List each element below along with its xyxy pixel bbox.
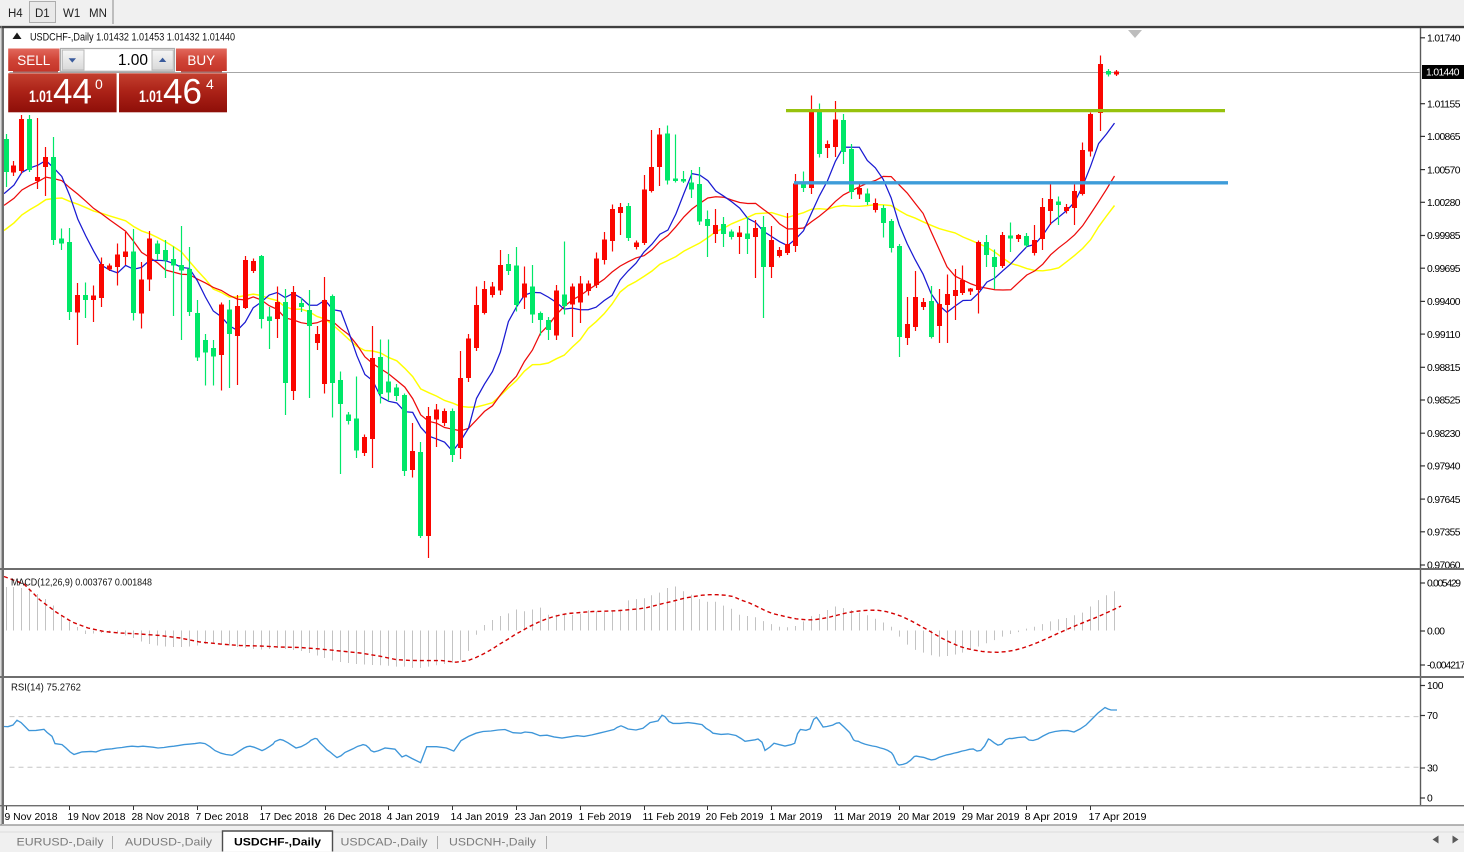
svg-text:AUDUSD-,Daily: AUDUSD-,Daily [125, 837, 213, 849]
svg-text:1.01440: 1.01440 [1426, 68, 1460, 79]
svg-text:20 Feb 2019: 20 Feb 2019 [706, 812, 764, 823]
svg-text:1.00865: 1.00865 [1427, 132, 1461, 143]
svg-text:20 Mar 2019: 20 Mar 2019 [898, 812, 956, 823]
svg-text:H4: H4 [8, 8, 23, 20]
svg-text:W1: W1 [63, 8, 80, 20]
svg-text:19 Nov 2018: 19 Nov 2018 [68, 812, 126, 823]
svg-text:EURUSD-,Daily: EURUSD-,Daily [17, 837, 105, 849]
svg-text:46: 46 [163, 73, 202, 112]
svg-text:SELL: SELL [17, 53, 51, 68]
svg-text:44: 44 [53, 73, 92, 112]
svg-text:1.00: 1.00 [118, 52, 149, 69]
svg-text:0.99400: 0.99400 [1427, 297, 1461, 308]
svg-text:0.97940: 0.97940 [1427, 462, 1461, 473]
svg-text:4: 4 [206, 76, 214, 92]
svg-text:28 Nov 2018: 28 Nov 2018 [132, 812, 190, 823]
svg-text:17 Dec 2018: 17 Dec 2018 [260, 812, 318, 823]
svg-text:11 Mar 2019: 11 Mar 2019 [834, 812, 892, 823]
svg-text:1.00570: 1.00570 [1427, 165, 1461, 176]
svg-text:0.97355: 0.97355 [1427, 528, 1461, 539]
svg-text:0.005429: 0.005429 [1427, 579, 1461, 590]
svg-text:14 Jan 2019: 14 Jan 2019 [451, 812, 509, 823]
svg-text:0.98815: 0.98815 [1427, 363, 1461, 374]
svg-text:0: 0 [1427, 794, 1433, 805]
svg-text:100: 100 [1427, 681, 1444, 692]
svg-text:0.99695: 0.99695 [1427, 264, 1461, 275]
svg-text:8 Apr 2019: 8 Apr 2019 [1025, 812, 1078, 823]
svg-text:MACD(12,26,9) 0.003767 0.00184: MACD(12,26,9) 0.003767 0.001848 [11, 578, 152, 589]
svg-text:23 Jan 2019: 23 Jan 2019 [515, 812, 573, 823]
svg-text:70: 70 [1427, 711, 1438, 722]
svg-text:0.00: 0.00 [1427, 627, 1445, 638]
svg-text:D1: D1 [35, 8, 50, 20]
svg-text:-0.004217: -0.004217 [1427, 661, 1464, 672]
svg-text:0.97060: 0.97060 [1427, 561, 1461, 572]
svg-text:BUY: BUY [187, 53, 215, 68]
svg-text:4 Jan 2019: 4 Jan 2019 [387, 812, 440, 823]
svg-text:30: 30 [1427, 764, 1438, 775]
svg-text:1.00280: 1.00280 [1427, 198, 1461, 209]
svg-text:0.99985: 0.99985 [1427, 231, 1461, 242]
svg-text:USDCHF-,Daily 1.01432 1.01453: USDCHF-,Daily 1.01432 1.01453 1.01432 1.… [30, 32, 235, 44]
svg-text:1.01: 1.01 [139, 88, 163, 106]
svg-text:MN: MN [89, 8, 107, 20]
svg-text:RSI(14) 75.2762: RSI(14) 75.2762 [11, 683, 81, 694]
svg-text:1.01155: 1.01155 [1427, 99, 1461, 110]
svg-text:17 Apr 2019: 17 Apr 2019 [1089, 812, 1147, 823]
svg-text:1.01: 1.01 [29, 88, 53, 106]
svg-text:29 Mar 2019: 29 Mar 2019 [962, 812, 1020, 823]
svg-text:0.98525: 0.98525 [1427, 396, 1461, 407]
svg-text:USDCNH-,Daily: USDCNH-,Daily [449, 837, 537, 849]
svg-text:1.01740: 1.01740 [1427, 34, 1461, 45]
svg-text:1 Feb 2019: 1 Feb 2019 [579, 812, 632, 823]
svg-text:0.98230: 0.98230 [1427, 429, 1461, 440]
svg-text:9 Nov 2018: 9 Nov 2018 [5, 812, 58, 823]
svg-text:0.97645: 0.97645 [1427, 495, 1461, 506]
svg-text:1 Mar 2019: 1 Mar 2019 [770, 812, 823, 823]
svg-text:0: 0 [95, 76, 103, 92]
svg-text:0.99110: 0.99110 [1427, 330, 1461, 341]
svg-text:USDCAD-,Daily: USDCAD-,Daily [341, 837, 429, 849]
svg-text:11 Feb 2019: 11 Feb 2019 [643, 812, 701, 823]
svg-text:USDCHF-,Daily: USDCHF-,Daily [234, 837, 322, 849]
svg-text:7 Dec 2018: 7 Dec 2018 [196, 812, 249, 823]
svg-text:26 Dec 2018: 26 Dec 2018 [324, 812, 382, 823]
